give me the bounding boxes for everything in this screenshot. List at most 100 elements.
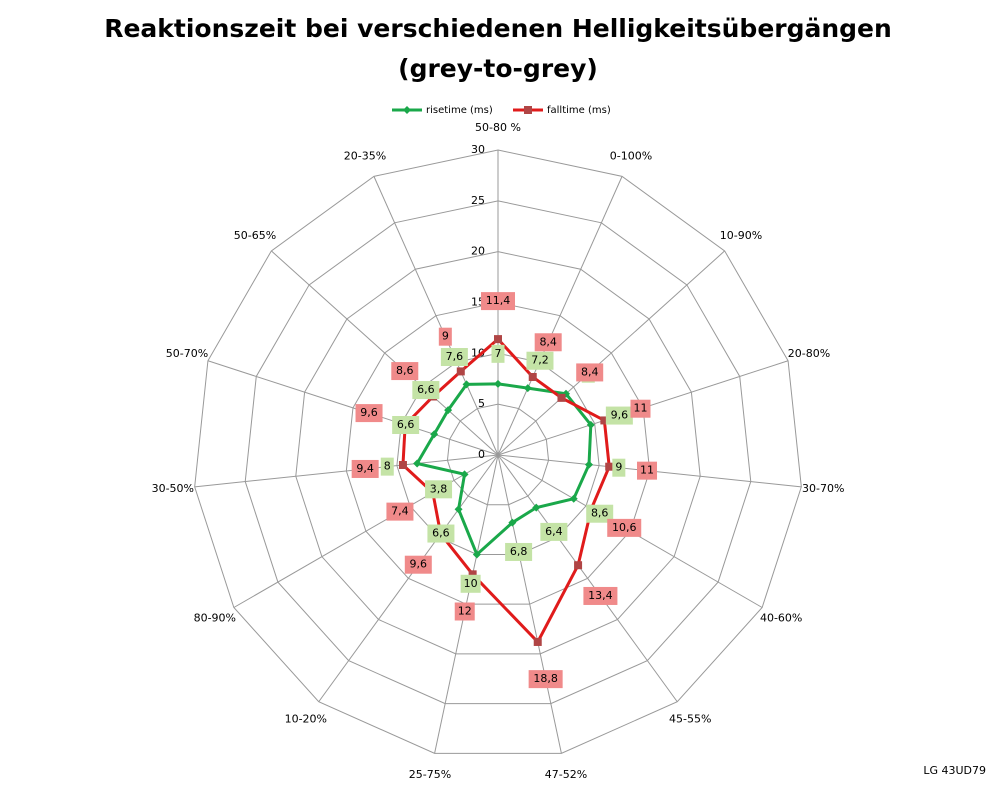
- marker: [569, 494, 578, 503]
- data-label-box: [612, 458, 626, 477]
- data-label-box: [528, 670, 563, 689]
- series-line: [401, 337, 611, 645]
- data-label: 11: [633, 402, 647, 415]
- data-label: 9,4: [356, 462, 374, 475]
- category-label: 10-90%: [720, 229, 762, 242]
- spoke: [497, 176, 623, 456]
- data-label: 3,8: [430, 482, 448, 495]
- data-label-box: [355, 404, 383, 423]
- data-label-box: [540, 522, 568, 541]
- footnote: LG 43UD79: [923, 764, 986, 777]
- grid-ring: [345, 301, 651, 605]
- legend-marker: [403, 106, 411, 114]
- data-label: 11: [640, 464, 654, 477]
- marker: [456, 367, 465, 376]
- spoke: [271, 250, 499, 456]
- data-label: 7: [495, 347, 502, 360]
- data-label: 18,8: [533, 672, 558, 685]
- data-label-box: [380, 457, 394, 476]
- data-label: 12: [458, 605, 472, 618]
- category-label: 80-90%: [194, 612, 236, 625]
- marker: [430, 430, 439, 439]
- radial-tick-label: 10: [471, 346, 485, 359]
- data-label-box: [454, 602, 475, 621]
- marker: [462, 380, 471, 389]
- grid-ring: [194, 149, 802, 754]
- marker: [584, 460, 593, 469]
- data-label: 8,4: [581, 365, 599, 378]
- marker: [444, 406, 453, 415]
- legend-label: falltime (ms): [547, 105, 611, 116]
- data-label: 9: [442, 330, 449, 343]
- marker: [528, 372, 537, 381]
- data-label-box: [605, 406, 633, 425]
- spoke: [207, 360, 499, 456]
- legend-label: risetime (ms): [426, 105, 493, 116]
- marker: [600, 416, 609, 425]
- data-label-box: [637, 461, 658, 480]
- data-label-box: [630, 399, 651, 418]
- spoke: [497, 454, 562, 754]
- data-label: 6,4: [545, 525, 563, 538]
- data-label: 9,6: [611, 409, 629, 422]
- marker: [494, 335, 502, 344]
- data-label: 7,4: [391, 505, 409, 518]
- radial-tick-label: 5: [478, 397, 485, 410]
- category-label: 50-80 %: [475, 121, 521, 134]
- series-line: [414, 382, 593, 557]
- data-label-box: [392, 415, 420, 434]
- category-label: 50-70%: [166, 347, 208, 360]
- marker: [605, 462, 614, 471]
- data-label: 9,6: [360, 406, 378, 419]
- data-label-box: [351, 459, 379, 478]
- marker: [523, 384, 532, 393]
- marker: [472, 550, 481, 559]
- category-label: 30-50%: [152, 482, 194, 495]
- spoke: [194, 454, 499, 488]
- marker: [494, 379, 502, 388]
- category-label: 45-55%: [669, 713, 711, 726]
- marker: [398, 460, 407, 469]
- data-label: 7,6: [446, 350, 464, 363]
- spoke: [497, 250, 725, 456]
- category-label: 25-75%: [409, 768, 451, 781]
- data-label: 6,6: [397, 418, 415, 431]
- radial-tick-label: 0: [478, 448, 485, 461]
- radial-tick-label: 30: [471, 143, 485, 156]
- data-label-box: [505, 542, 533, 561]
- category-label: 50-65%: [234, 229, 276, 242]
- data-label: 10: [464, 577, 478, 590]
- category-label: 30-70%: [802, 482, 844, 495]
- data-label: 6,6: [432, 527, 450, 540]
- grid-ring: [396, 352, 600, 555]
- category-label: 10-20%: [285, 713, 327, 726]
- data-label: 9,6: [410, 558, 428, 571]
- data-label-box: [491, 344, 505, 363]
- category-label: 0-100%: [610, 149, 652, 162]
- data-label: 9: [615, 461, 622, 474]
- data-label: 6,8: [510, 545, 528, 558]
- data-label-box: [412, 381, 440, 400]
- data-label: 8: [384, 460, 391, 473]
- marker: [508, 518, 517, 527]
- data-label-box: [427, 524, 455, 543]
- chart-subtitle: (grey-to-grey): [398, 54, 598, 83]
- grid-ring: [295, 251, 701, 655]
- data-label-box: [438, 327, 452, 346]
- data-label-box: [391, 362, 419, 381]
- marker: [454, 505, 463, 514]
- marker: [574, 561, 583, 570]
- data-label: 8,4: [539, 335, 557, 348]
- data-label-box: [534, 333, 562, 352]
- grid-ring: [446, 403, 550, 506]
- data-label-box: [404, 555, 432, 574]
- data-label-box: [526, 351, 554, 370]
- chart-title: Reaktionszeit bei verschiedenen Helligke…: [104, 14, 892, 43]
- data-label: 11,4: [486, 294, 511, 307]
- category-label: 20-35%: [344, 149, 386, 162]
- data-label: 13,4: [588, 589, 613, 602]
- spoke: [233, 454, 499, 608]
- data-label-box: [607, 518, 642, 537]
- spoke: [497, 454, 678, 703]
- marker: [413, 459, 422, 468]
